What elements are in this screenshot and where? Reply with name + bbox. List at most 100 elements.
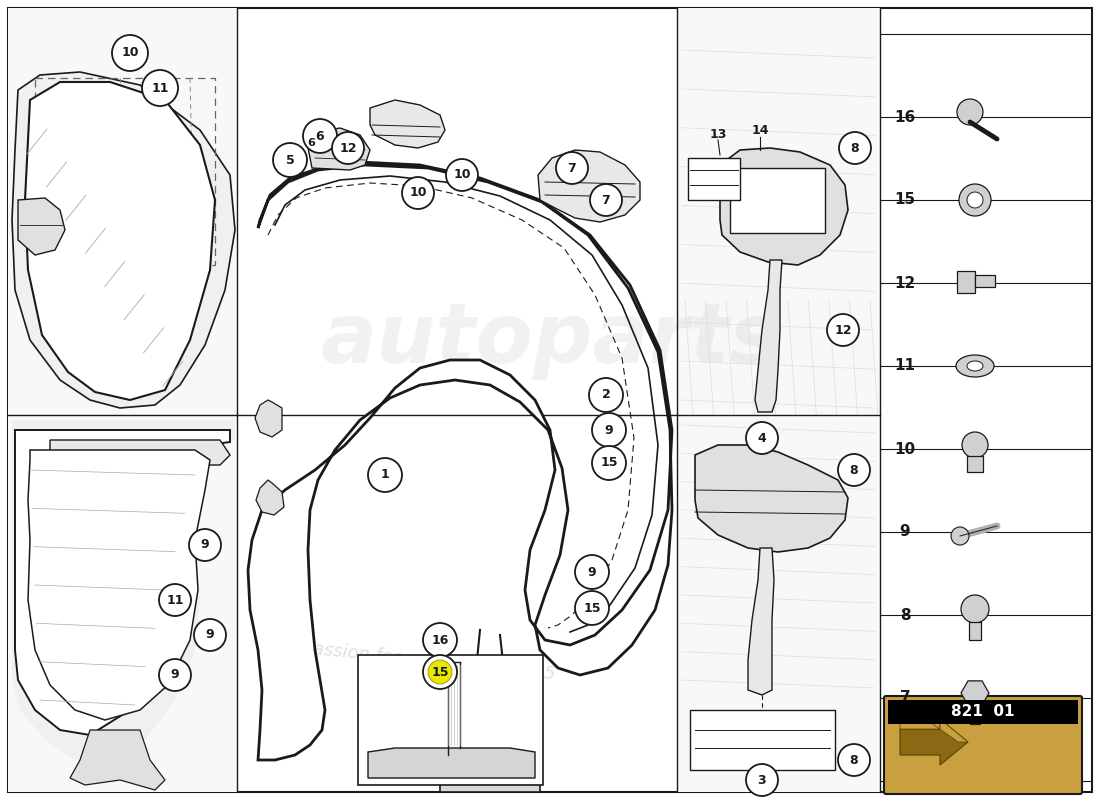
Text: 9: 9 (206, 629, 214, 642)
Polygon shape (18, 198, 65, 255)
Text: 9: 9 (200, 538, 209, 551)
Text: 12: 12 (834, 323, 851, 337)
Text: 16: 16 (894, 110, 915, 125)
Circle shape (112, 35, 148, 71)
Polygon shape (900, 719, 968, 742)
Circle shape (575, 591, 609, 625)
Text: 12: 12 (339, 142, 356, 154)
Text: 7: 7 (602, 194, 610, 206)
Text: 9: 9 (605, 423, 614, 437)
Bar (967, 456, 983, 472)
Text: 10: 10 (121, 46, 139, 59)
Bar (730, 168, 825, 233)
Polygon shape (256, 480, 284, 515)
Bar (678, 416, 880, 792)
Circle shape (827, 314, 859, 346)
Text: 8: 8 (849, 754, 858, 766)
Polygon shape (248, 162, 672, 760)
Text: 9: 9 (170, 669, 179, 682)
Polygon shape (28, 450, 210, 720)
Polygon shape (755, 260, 782, 412)
Text: 11: 11 (152, 82, 168, 94)
Circle shape (967, 192, 983, 208)
Text: 10: 10 (409, 186, 427, 199)
Polygon shape (900, 719, 968, 765)
Ellipse shape (956, 355, 994, 377)
Text: 16: 16 (431, 634, 449, 646)
Bar (358, 655, 543, 785)
Bar (975, 275, 996, 287)
Text: 15: 15 (583, 602, 601, 614)
Circle shape (961, 595, 989, 623)
Polygon shape (961, 681, 989, 705)
Bar (957, 271, 975, 293)
Polygon shape (70, 730, 165, 790)
Text: autoparts: autoparts (320, 299, 780, 381)
Polygon shape (12, 420, 235, 760)
Polygon shape (368, 748, 535, 778)
Circle shape (839, 132, 871, 164)
Circle shape (556, 152, 588, 184)
Circle shape (952, 527, 969, 545)
Text: 7: 7 (568, 162, 576, 174)
Circle shape (838, 454, 870, 486)
Circle shape (592, 413, 626, 447)
Polygon shape (25, 82, 215, 400)
Circle shape (746, 764, 778, 796)
Text: 6: 6 (316, 130, 324, 142)
Bar (8, 416, 236, 792)
Text: 3: 3 (758, 774, 767, 786)
Circle shape (959, 184, 991, 216)
Text: 9: 9 (900, 525, 911, 539)
Text: a passion for parts since 1985: a passion for parts since 1985 (284, 637, 557, 683)
Text: 821  01: 821 01 (952, 705, 1014, 719)
Text: 14: 14 (751, 123, 769, 137)
Circle shape (368, 458, 402, 492)
Polygon shape (695, 445, 848, 552)
Text: 11: 11 (894, 358, 915, 374)
Circle shape (746, 422, 778, 454)
Text: 12: 12 (894, 275, 915, 290)
Polygon shape (538, 150, 640, 222)
Bar (969, 622, 981, 640)
Circle shape (189, 529, 221, 561)
Circle shape (838, 744, 870, 776)
Text: 8: 8 (900, 607, 911, 622)
Bar (688, 158, 740, 200)
Text: 6: 6 (307, 138, 315, 148)
Bar (690, 710, 835, 770)
Circle shape (957, 99, 983, 125)
FancyBboxPatch shape (884, 696, 1082, 794)
Text: 9: 9 (587, 566, 596, 578)
Circle shape (273, 143, 307, 177)
Circle shape (424, 655, 456, 689)
Bar (970, 706, 980, 724)
Bar (8, 8, 236, 415)
Circle shape (592, 446, 626, 480)
Circle shape (160, 584, 191, 616)
Ellipse shape (967, 361, 983, 371)
Circle shape (332, 132, 364, 164)
Text: 15: 15 (894, 193, 915, 207)
Circle shape (962, 432, 988, 458)
Circle shape (424, 623, 456, 657)
Circle shape (142, 70, 178, 106)
Circle shape (428, 660, 452, 684)
Text: 15: 15 (431, 666, 449, 678)
Text: 10: 10 (453, 169, 471, 182)
Circle shape (588, 378, 623, 412)
Circle shape (160, 659, 191, 691)
Text: 13: 13 (710, 129, 727, 142)
Text: 10: 10 (894, 442, 915, 457)
Text: 1: 1 (381, 469, 389, 482)
Circle shape (194, 619, 226, 651)
Polygon shape (255, 400, 282, 437)
Polygon shape (440, 778, 540, 792)
Circle shape (575, 555, 609, 589)
Text: 8: 8 (850, 142, 859, 154)
Text: 7: 7 (900, 690, 911, 706)
Polygon shape (748, 548, 774, 695)
Bar (888, 700, 1078, 724)
Text: 11: 11 (166, 594, 184, 606)
Circle shape (302, 119, 337, 153)
